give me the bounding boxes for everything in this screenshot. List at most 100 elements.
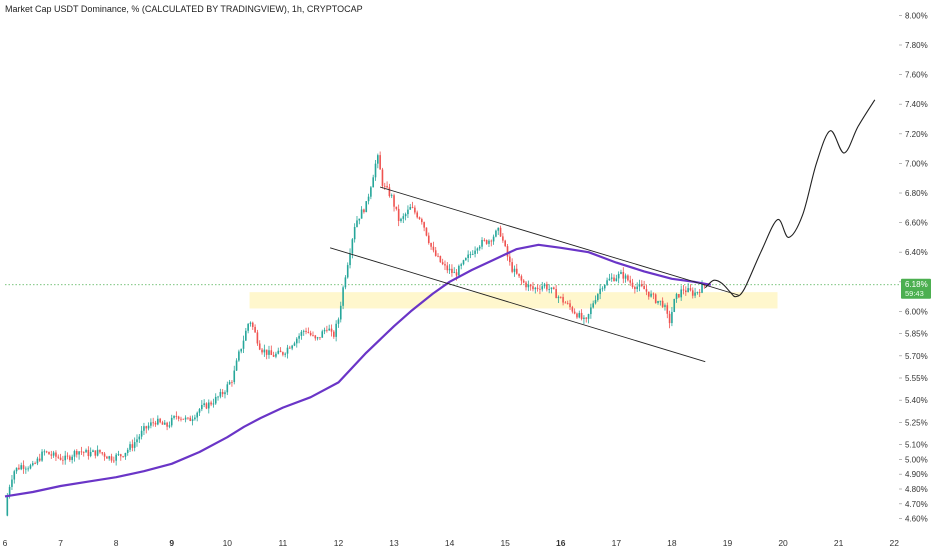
candle-body	[13, 471, 16, 480]
x-tick-label: 21	[834, 538, 844, 548]
candle-body	[207, 402, 210, 409]
candle-body	[370, 187, 372, 197]
candle-body	[613, 277, 615, 282]
x-tick-label: 15	[500, 538, 510, 548]
channel-upper-line	[380, 186, 739, 296]
candle-body	[261, 349, 263, 353]
price-tag-countdown: 59:43	[905, 289, 924, 298]
candle-body	[8, 486, 11, 496]
candle-body	[22, 465, 25, 469]
candle-body	[617, 273, 620, 279]
candle-body	[407, 209, 409, 215]
candle-body	[59, 457, 62, 460]
candle-body	[495, 230, 497, 237]
candle-body	[328, 328, 331, 331]
candle-body	[645, 289, 648, 292]
y-tick-label: 5.85%	[905, 330, 928, 339]
candle-body	[282, 352, 284, 355]
moving-average-line	[4, 243, 711, 498]
candle-body	[62, 459, 64, 461]
candle-body	[323, 329, 326, 332]
candle-body	[99, 449, 101, 453]
y-tick-label: 4.70%	[905, 500, 928, 509]
candle-body	[129, 444, 131, 450]
candle-body	[659, 300, 662, 302]
candle-body	[515, 268, 518, 274]
price-tag-layer: 6.18%59:43	[901, 278, 931, 299]
candle-body	[680, 289, 682, 298]
candle-body	[249, 322, 252, 324]
candle-body	[196, 412, 199, 418]
candle-body	[469, 254, 472, 256]
support-zone	[249, 292, 778, 309]
candle-body	[117, 454, 120, 456]
candle-body	[219, 391, 222, 397]
y-tick-label: 7.40%	[905, 100, 928, 109]
candle-body	[511, 262, 513, 272]
candle-body	[425, 227, 428, 236]
x-tick-label: 16	[556, 538, 566, 548]
candle-body	[562, 296, 564, 303]
candle-body	[106, 456, 108, 459]
candle-body	[268, 350, 270, 355]
y-tick-label: 5.00%	[905, 455, 928, 464]
candle-body	[383, 185, 386, 187]
y-tick-label: 4.90%	[905, 470, 928, 479]
candle-body	[360, 209, 363, 219]
candle-body	[251, 322, 254, 327]
candle-body	[254, 326, 256, 333]
candle-body	[307, 331, 310, 333]
candle-body	[701, 284, 703, 293]
candle-body	[11, 479, 13, 487]
candle-body	[115, 454, 117, 461]
candle-body	[647, 291, 650, 297]
candle-body	[689, 288, 692, 291]
candle-body	[189, 417, 192, 421]
candle-body	[342, 287, 344, 306]
candle-body	[319, 337, 321, 339]
candle-body	[592, 303, 594, 308]
projection-path	[704, 99, 876, 298]
candle-body	[687, 288, 689, 293]
candle-body	[513, 268, 516, 272]
y-tick-label: 7.80%	[905, 41, 928, 50]
candle-body	[87, 449, 90, 457]
candle-body	[52, 452, 55, 456]
x-tick-label: 7	[58, 538, 63, 548]
candle-body	[145, 426, 148, 429]
candle-body	[657, 300, 659, 303]
candle-body	[409, 207, 412, 210]
candle-body	[159, 418, 161, 423]
candle-body	[673, 298, 676, 312]
candle-body	[395, 206, 398, 209]
candle-body	[543, 284, 546, 287]
candle-body	[377, 155, 379, 164]
y-tick-label: 7.20%	[905, 130, 928, 139]
candle-body	[177, 416, 180, 419]
candle-body	[465, 257, 467, 261]
price-tag	[901, 278, 931, 299]
candle-body	[471, 253, 474, 255]
candle-body	[18, 467, 20, 470]
candle-body	[559, 296, 562, 298]
candle-body	[161, 422, 164, 425]
candle-body	[210, 402, 212, 405]
candle-body	[316, 337, 319, 339]
candle-body	[66, 455, 69, 457]
candle-body	[518, 273, 520, 277]
candle-body	[490, 240, 493, 242]
candle-body	[603, 284, 606, 289]
candle-body	[601, 288, 604, 290]
candle-body	[363, 209, 365, 213]
candle-body	[335, 323, 337, 337]
candle-body	[289, 347, 291, 349]
candle-body	[6, 495, 9, 516]
y-tick-label: 5.10%	[905, 441, 928, 450]
candle-body	[27, 468, 29, 470]
candle-body	[184, 417, 187, 420]
candle-body	[411, 207, 414, 208]
candle-body	[684, 290, 687, 293]
candle-body	[439, 255, 442, 263]
candle-body	[446, 265, 449, 271]
